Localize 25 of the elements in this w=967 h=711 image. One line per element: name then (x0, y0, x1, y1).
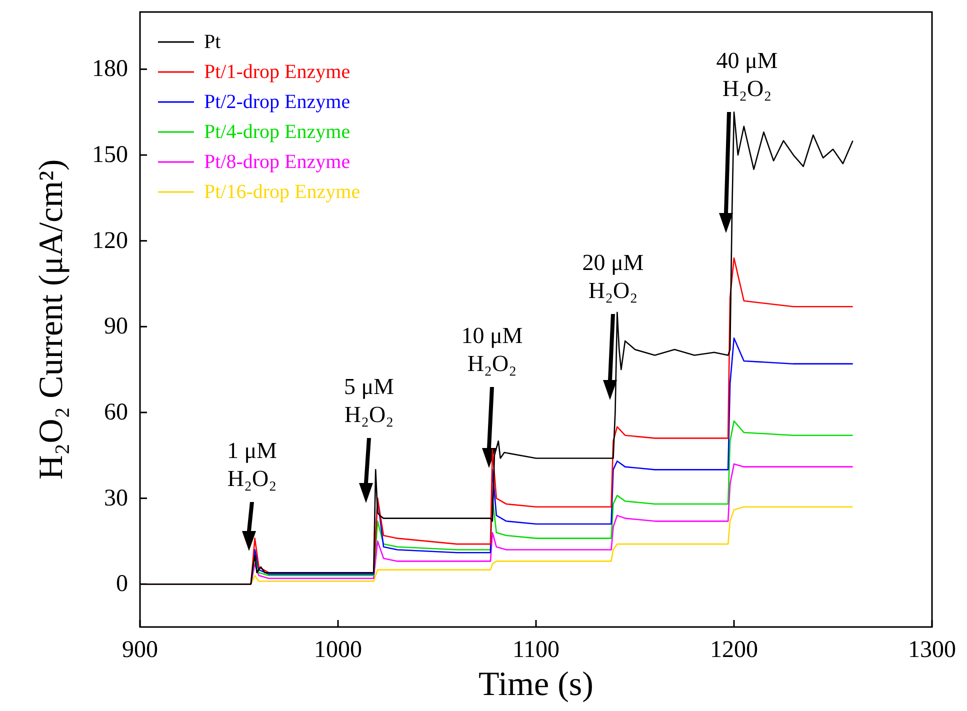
x-axis-title: Time (s) (478, 666, 594, 703)
legend-label: Pt/4-drop Enzyme (204, 121, 350, 143)
x-tick-label: 1100 (512, 637, 560, 663)
x-tick-label: 1300 (908, 637, 956, 663)
annotation: 40 μM H₂O₂ (716, 48, 778, 101)
y-tick-label: 60 (104, 399, 128, 426)
y-tick-label: 120 (92, 228, 128, 254)
annotation: 20 μM H₂O₂ (582, 250, 644, 303)
y-tick-label: 0 (116, 571, 128, 598)
legend-label: Pt/2-drop Enzyme (204, 91, 350, 113)
y-tick-label: 180 (92, 56, 128, 82)
x-tick-label: 1000 (314, 637, 362, 663)
legend-label: Pt/8-drop Enzyme (204, 151, 350, 173)
legend-label: Pt/16-drop Enzyme (204, 181, 360, 203)
annotation: 5 μM H₂O₂ (344, 374, 394, 427)
y-tick-label: 90 (104, 314, 128, 340)
y-tick-label: 30 (104, 485, 128, 512)
y-tick-label: 150 (92, 142, 128, 168)
y-axis-title: H₂O₂ Current (μA/cm²) (33, 159, 70, 480)
annotation: 1 μM H₂O₂ (226, 438, 278, 491)
annotation: 10 μM H₂O₂ (461, 323, 523, 376)
x-tick-label: 900 (122, 637, 158, 663)
x-tick-label: 1200 (710, 637, 758, 663)
legend-label: Pt/1-drop Enzyme (204, 61, 350, 83)
legend-label: Pt (204, 31, 222, 53)
